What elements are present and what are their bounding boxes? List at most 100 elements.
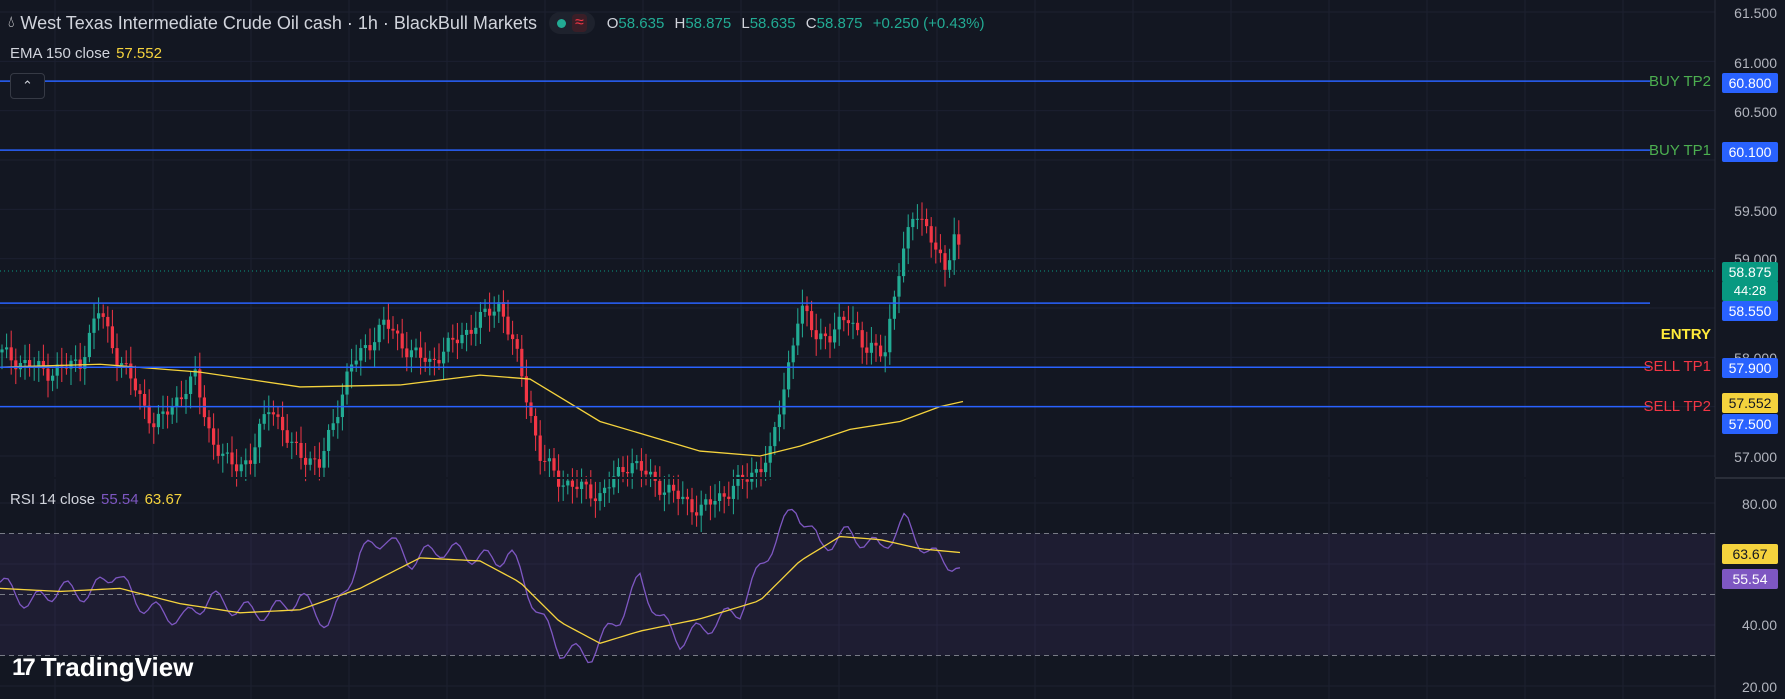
candle-body: [828, 336, 832, 343]
candle-body: [322, 451, 326, 468]
candle-body: [354, 360, 358, 365]
buy-tp1-price-tag: 60.100: [1722, 142, 1778, 162]
candle-body: [106, 316, 110, 327]
candle-body: [170, 405, 174, 415]
candle-body: [644, 470, 648, 475]
candle-body: [672, 484, 676, 491]
candle-body: [55, 364, 59, 376]
candle-body: [892, 296, 896, 319]
candle-body: [304, 457, 308, 465]
buy-tp1-label[interactable]: BUY TP1: [1649, 142, 1711, 159]
candle-body: [41, 360, 45, 369]
candle-body: [23, 360, 27, 364]
candle-body: [345, 371, 349, 395]
candle-body: [432, 358, 436, 360]
candle-body: [143, 393, 147, 406]
candle-body: [373, 342, 377, 351]
candle-body: [695, 512, 699, 516]
candle-body: [455, 339, 459, 344]
candle-body: [497, 302, 501, 312]
candle-body: [262, 414, 266, 424]
candle-body: [603, 487, 607, 494]
candle-body: [699, 504, 703, 516]
candle-body: [745, 479, 749, 482]
ema-price-tag: 57.552: [1722, 393, 1778, 413]
candle-body: [782, 389, 786, 415]
candle-body: [879, 345, 883, 357]
rsi-line: [0, 508, 961, 664]
candle-body: [382, 319, 386, 325]
high-value: 58.875: [685, 14, 732, 32]
candle-body: [570, 480, 574, 487]
candle-body: [400, 333, 404, 349]
candle-body: [483, 308, 487, 312]
candle-body: [281, 416, 285, 431]
candle-body: [409, 350, 413, 358]
candle-body: [414, 347, 418, 351]
candle-body: [685, 496, 689, 500]
candle-body: [129, 363, 133, 379]
symbol-title[interactable]: West Texas Intermediate Crude Oil cash ·…: [20, 12, 537, 33]
candle-body: [727, 496, 731, 499]
candle-body: [446, 337, 450, 352]
change-value: +0.250 (+0.43%): [872, 14, 985, 32]
candle-body: [239, 464, 243, 472]
candle-body: [883, 352, 887, 357]
buy-tp2-label[interactable]: BUY TP2: [1649, 73, 1711, 90]
candle-body: [754, 469, 758, 473]
candle-body: [791, 345, 795, 363]
candle-body: [152, 423, 156, 428]
candle-body: [428, 358, 432, 362]
candle-body: [929, 226, 933, 243]
candle-body: [856, 322, 860, 331]
candle-body: [731, 485, 735, 499]
candle-body: [368, 345, 372, 351]
candle-body: [593, 498, 597, 502]
open-value: 58.635: [618, 14, 665, 32]
candle-body: [156, 413, 160, 428]
candle-body: [860, 330, 864, 348]
candle-body: [911, 218, 915, 228]
candle-body: [833, 329, 837, 343]
candle-body: [391, 328, 395, 331]
candle-body: [851, 322, 855, 324]
ohlc-values: O58.635 H58.875 L58.635 C58.875 +0.250 (…: [607, 15, 985, 32]
entry-label[interactable]: ENTRY: [1660, 326, 1711, 343]
candle-body: [902, 248, 906, 277]
sell-tp1-label[interactable]: SELL TP1: [1643, 358, 1711, 375]
candle-body: [773, 427, 777, 447]
candle-body: [419, 347, 423, 358]
candle-body: [175, 397, 179, 406]
candle-body: [492, 311, 496, 316]
candle-body: [768, 446, 772, 463]
rsi-legend[interactable]: RSI 14 close 55.54 63.67: [10, 491, 182, 508]
high-label: H: [674, 14, 686, 32]
candle-body: [846, 320, 850, 324]
market-status-pill[interactable]: ≈: [548, 12, 595, 34]
ema-legend[interactable]: EMA 150 close 57.552: [10, 45, 162, 62]
candle-body: [285, 430, 289, 443]
candle-body: [759, 469, 763, 473]
collapse-legend-button[interactable]: ⌃: [10, 73, 45, 99]
candle-body: [814, 330, 818, 340]
candle-body: [718, 493, 722, 502]
candle-body: [897, 276, 901, 297]
chevron-up-icon: ⌃: [22, 78, 33, 93]
close-label: C: [805, 14, 817, 32]
candle-body: [736, 474, 740, 486]
candle-body: [271, 412, 275, 415]
candle-body: [589, 484, 593, 499]
candle-body: [267, 412, 271, 415]
candle-body: [561, 485, 565, 487]
sell-tp2-label[interactable]: SELL TP2: [1643, 398, 1711, 415]
candle-body: [225, 452, 229, 454]
candle-body: [166, 411, 170, 415]
candle-body: [331, 423, 335, 430]
tradingview-logo[interactable]: 17 TradingView: [12, 652, 193, 683]
candle-body: [580, 481, 584, 490]
candle-body: [87, 332, 91, 358]
candle-body: [796, 323, 800, 346]
candle-body: [359, 348, 363, 361]
candle-body: [290, 441, 294, 443]
